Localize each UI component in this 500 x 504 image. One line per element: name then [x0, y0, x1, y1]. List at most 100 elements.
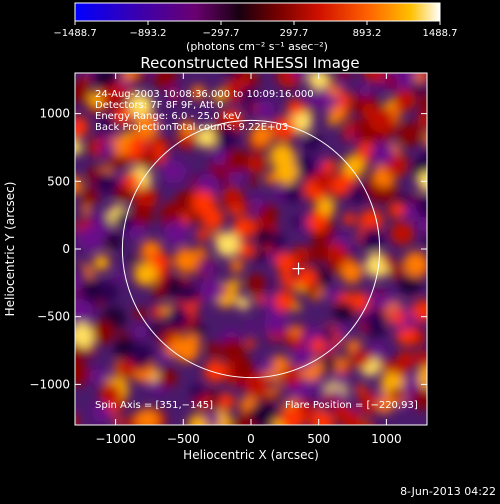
heatmap-blob: [75, 361, 91, 386]
x-tick-label: −500: [167, 432, 200, 446]
heatmap-blob: [390, 202, 405, 218]
heatmap-blob: [269, 143, 296, 170]
heatmap-blob: [421, 92, 427, 101]
heatmap-blob: [110, 136, 131, 157]
heatmap-blob: [63, 121, 72, 130]
heatmap-blob: [394, 88, 417, 111]
heatmap-blob: [253, 248, 267, 262]
heatmap-blob: [133, 262, 158, 286]
colorbar-tick-label: −893.2: [129, 28, 166, 39]
heatmap-blob: [316, 197, 336, 217]
heatmap-blob: [327, 84, 340, 97]
heatmap-blob: [390, 221, 414, 246]
heatmap-blob: [57, 328, 72, 343]
heatmap-blob: [132, 204, 153, 226]
heatmap-blob: [384, 75, 398, 89]
heatmap-blob: [424, 132, 427, 144]
heatmap-blob: [337, 73, 352, 80]
heatmap-blob: [207, 341, 222, 357]
heatmap-blob: [368, 106, 395, 133]
heatmap-blob: [412, 361, 422, 371]
heatmap-blob: [428, 374, 437, 383]
heatmap-blob: [390, 309, 406, 325]
heatmap-blob: [88, 369, 103, 384]
heatmap-blob: [75, 116, 89, 139]
heatmap-blob: [361, 221, 370, 231]
heatmap-blob: [200, 278, 224, 302]
heatmap-blob: [100, 115, 111, 127]
y-tick-label: −500: [37, 310, 70, 324]
heatmap-blob: [212, 90, 225, 104]
heatmap-blob: [222, 287, 231, 296]
heatmap-blob: [312, 378, 324, 390]
heatmap-blob: [337, 78, 346, 87]
heatmap-blob: [114, 271, 124, 281]
heatmap-blob: [417, 111, 427, 129]
heatmap-blob: [322, 159, 337, 174]
colorbar-tick-label: −1488.7: [53, 28, 96, 39]
footer-date: 8-Jun-2013 04:22: [400, 485, 496, 498]
heatmap-blob: [129, 255, 139, 266]
heatmap-blob: [127, 93, 154, 119]
y-axis-label: Heliocentric Y (arcsec): [3, 182, 17, 317]
heatmap-blob: [422, 235, 427, 248]
colorbar: −1488.7 −893.2 −297.7 297.7 893.2 1488.7 (pho…: [53, 2, 458, 53]
heatmap-blob: [129, 343, 153, 366]
heatmap-blob: [282, 183, 303, 203]
heatmap-blob: [426, 359, 427, 365]
x-axis: −1000 −500 0 500 1000: [95, 73, 402, 446]
heatmap-blob: [337, 324, 349, 336]
spin-axis-label: Spin Axis = [351,−145]: [95, 400, 213, 411]
heatmap-blob: [340, 291, 352, 303]
heatmap-blob: [152, 284, 168, 299]
heatmap-blob: [355, 384, 366, 395]
heatmap-blob: [81, 188, 99, 205]
heatmap-blob: [297, 267, 318, 288]
heatmap-blob: [75, 414, 79, 425]
heatmap-blob: [196, 126, 218, 148]
heatmap-blob: [305, 95, 317, 107]
heatmap-blob: [133, 186, 158, 210]
heatmap-blob: [332, 372, 347, 387]
heatmap-blob: [357, 421, 374, 425]
x-axis-label: Heliocentric X (arcsec): [183, 448, 319, 462]
heatmap-blob: [350, 347, 372, 368]
heatmap-blob: [242, 201, 253, 213]
heatmap-blob: [246, 322, 255, 331]
heatmap-blob: [191, 85, 206, 100]
heatmap-blob: [259, 204, 278, 223]
y-tick-label: 500: [47, 174, 70, 188]
annotation-line: Back Projection: [95, 122, 172, 133]
heatmap-blob: [381, 359, 393, 372]
heatmap-blob: [306, 211, 328, 233]
colorbar-unit-label: (photons cm⁻² s⁻¹ asec⁻²): [186, 40, 328, 53]
annotation-line: Energy Range: 6.0 - 25.0 keV: [95, 111, 241, 122]
heatmap-blob: [239, 86, 257, 104]
heatmap-blob: [309, 243, 329, 263]
heatmap-blob: [310, 411, 335, 425]
heatmap-blob: [423, 371, 427, 383]
spin-axis-marker: [292, 262, 305, 275]
colorbar-tick-label: 893.2: [353, 28, 382, 39]
colorbar-tick-label: 297.7: [280, 28, 309, 39]
heatmap-blob: [289, 326, 301, 337]
heatmap-blob: [179, 120, 196, 137]
annotation-block: 24-Aug-2003 10:08:36.000 to 10:09:16.000…: [95, 89, 314, 133]
heatmap-blob: [99, 383, 122, 405]
heatmap-blob: [264, 311, 288, 335]
heatmap-blob: [382, 255, 394, 266]
heatmap-blob: [233, 216, 255, 239]
heatmap-blob: [302, 136, 314, 148]
heatmap-blob: [292, 216, 304, 228]
heatmap-blob: [114, 210, 133, 229]
heatmap-blob: [403, 251, 427, 277]
heatmap-blob: [159, 333, 174, 347]
heatmap-blob: [422, 146, 427, 167]
heatmap-blob: [424, 133, 427, 146]
heatmap-blob: [268, 279, 277, 289]
heatmap-blob: [326, 288, 340, 301]
heatmap-blob: [205, 412, 221, 425]
heatmap-blob: [342, 154, 365, 178]
heatmap-blob: [310, 337, 327, 354]
